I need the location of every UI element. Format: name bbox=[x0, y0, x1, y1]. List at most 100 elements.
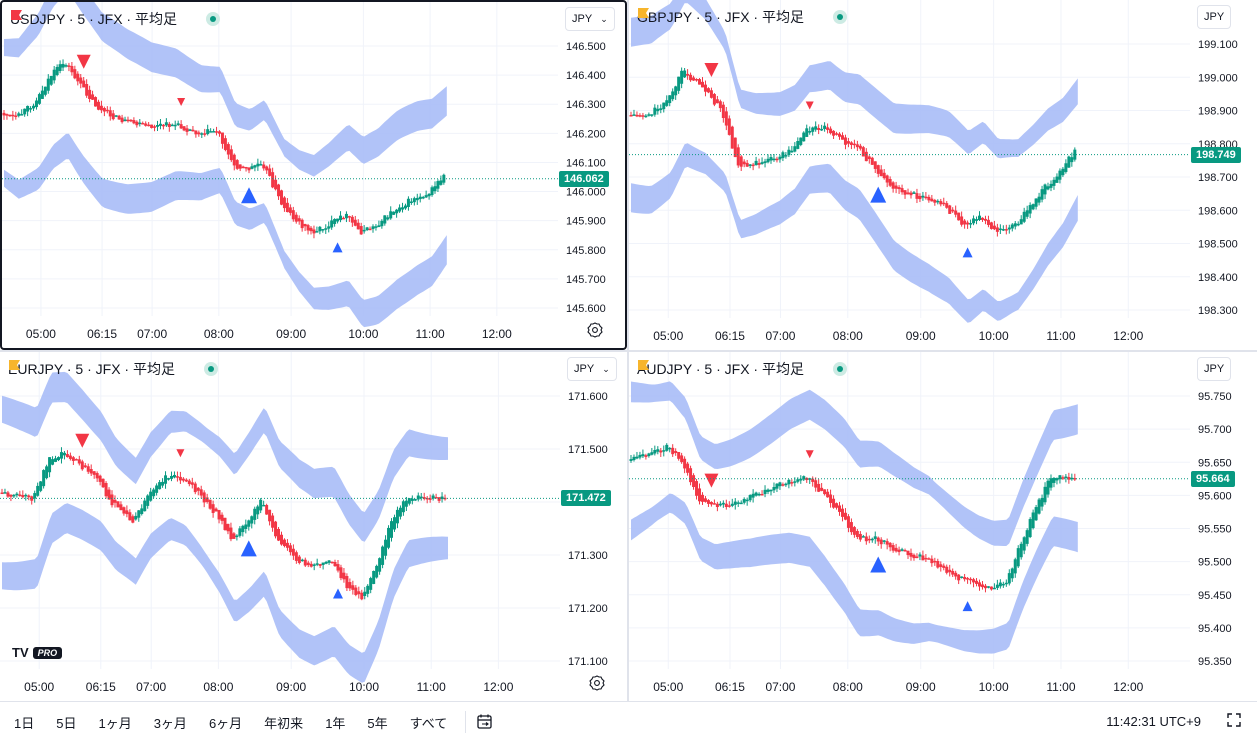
flag-icon[interactable] bbox=[9, 360, 196, 375]
candle-body bbox=[135, 121, 139, 126]
chart-canvas[interactable]: 171.600171.500171.400171.300171.200171.1… bbox=[0, 352, 627, 701]
range-3m[interactable]: 3ヶ月 bbox=[153, 715, 187, 731]
symbol-title[interactable]: USDJPY · 5 · JFX · 平均足 bbox=[10, 9, 220, 29]
candle-body bbox=[215, 131, 219, 133]
currency-unit-button[interactable]: JPY bbox=[1197, 357, 1232, 381]
symbol-title[interactable]: EURJPY · 5 · JFX · 平均足 bbox=[8, 359, 218, 379]
candle-body bbox=[954, 210, 958, 215]
y-tick-label: 145.600 bbox=[566, 303, 606, 315]
currency-unit-button[interactable]: JPY ⌄ bbox=[565, 7, 615, 31]
candle-body bbox=[401, 207, 405, 210]
candle-body bbox=[674, 86, 678, 96]
candles bbox=[629, 67, 1077, 237]
candle-body bbox=[730, 503, 734, 506]
candle-body bbox=[92, 471, 96, 475]
range-all[interactable]: すべて bbox=[409, 715, 448, 731]
range-1d[interactable]: 1日 bbox=[14, 715, 35, 731]
candle-body bbox=[132, 120, 136, 124]
lower-band bbox=[4, 133, 447, 328]
candle-body bbox=[104, 483, 108, 497]
x-tick-label: 11:00 bbox=[416, 327, 445, 341]
candle-body bbox=[203, 133, 207, 135]
expand-icon[interactable] bbox=[1227, 713, 1241, 730]
y-tick-label: 146.000 bbox=[566, 187, 606, 199]
symbol-title[interactable]: GBPJPY · 5 · JFX · 平均足 bbox=[637, 7, 847, 27]
candle-body bbox=[285, 202, 289, 213]
candle-body bbox=[384, 539, 388, 556]
y-tick-label: 95.750 bbox=[1198, 391, 1232, 403]
candle-body bbox=[116, 501, 120, 508]
candle-body bbox=[712, 94, 716, 105]
range-1y[interactable]: 1年 bbox=[325, 715, 346, 731]
pane-divider-horizontal[interactable] bbox=[0, 350, 1257, 352]
candle-body bbox=[422, 497, 426, 499]
chart-pane-gbpjpy[interactable]: 199.100 199.000 198.900 198.800 198.700 198.6… bbox=[629, 0, 1257, 350]
symbol-title-text: USDJPY · 5 · JFX · 平均足 bbox=[10, 11, 177, 27]
market-status-icon[interactable] bbox=[205, 12, 220, 26]
chart-settings-icon[interactable] bbox=[589, 675, 605, 691]
candle-body bbox=[253, 508, 257, 520]
candle-body bbox=[77, 459, 81, 464]
clock-readout[interactable]: 11:42:31 UTC+9 bbox=[1106, 714, 1201, 729]
candle-body bbox=[436, 181, 440, 189]
candle-body bbox=[915, 556, 919, 558]
candle-body bbox=[58, 64, 62, 71]
candle-body bbox=[662, 450, 666, 452]
candle-body bbox=[835, 133, 839, 135]
range-ytd[interactable]: 年初来 bbox=[264, 715, 304, 731]
candle-body bbox=[26, 105, 30, 112]
candle-body bbox=[945, 203, 949, 208]
chart-canvas[interactable]: 146.500146.400146.300146.200146.100146.0… bbox=[2, 2, 625, 348]
range-5y[interactable]: 5年 bbox=[367, 715, 388, 731]
calendar-range-icon[interactable] bbox=[476, 713, 494, 731]
candle-body bbox=[769, 157, 773, 161]
chart-canvas[interactable]: 95.750 95.700 95.650 95.600 95.550 95.500 95.4… bbox=[629, 352, 1257, 701]
market-status-icon[interactable] bbox=[832, 362, 847, 376]
flag-icon[interactable] bbox=[638, 8, 825, 23]
chart-settings-icon[interactable] bbox=[587, 322, 603, 338]
candle-body bbox=[1073, 478, 1077, 480]
y-tick-label: 171.600 bbox=[568, 391, 608, 403]
currency-unit-button[interactable]: JPY ⌄ bbox=[567, 357, 617, 381]
candle-body bbox=[1064, 163, 1068, 172]
candle-body bbox=[942, 202, 946, 205]
candle-body bbox=[715, 503, 719, 508]
candle-body bbox=[629, 459, 633, 461]
candle-body bbox=[757, 163, 761, 165]
candle-body bbox=[632, 456, 636, 461]
candle-body bbox=[282, 539, 286, 547]
y-tick-label: 95.500 bbox=[1198, 557, 1232, 569]
flag-icon[interactable] bbox=[11, 10, 198, 25]
candle-body bbox=[668, 447, 672, 450]
candle-body bbox=[170, 124, 174, 127]
chart-pane-audjpy[interactable]: 95.750 95.700 95.650 95.600 95.550 95.500 95.4… bbox=[629, 352, 1257, 701]
market-status-icon[interactable] bbox=[833, 10, 847, 24]
range-6m[interactable]: 6ヶ月 bbox=[208, 715, 243, 731]
candle-body bbox=[960, 216, 964, 225]
candle-body bbox=[876, 537, 880, 542]
candle-body bbox=[838, 505, 842, 512]
candle-body bbox=[933, 560, 937, 563]
chart-pane-eurjpy[interactable]: 171.600171.500171.400171.300171.200171.1… bbox=[0, 352, 627, 701]
candle-body bbox=[733, 501, 737, 505]
candle-body bbox=[712, 503, 716, 505]
chart-pane-usdjpy[interactable]: 146.500 146.400 146.300 146.200 146.100 146.0… bbox=[0, 0, 627, 350]
market-status-icon[interactable] bbox=[203, 362, 218, 376]
chart-canvas[interactable]: 199.100199.000198.900198.800198.700198.6… bbox=[629, 0, 1257, 350]
symbol-title[interactable]: AUDJPY · 5 · JFX · 平均足 bbox=[637, 359, 847, 379]
candle-body bbox=[1016, 223, 1020, 226]
lower-band bbox=[2, 503, 448, 683]
range-1m[interactable]: 1ヶ月 bbox=[98, 715, 132, 731]
candle-body bbox=[1052, 179, 1056, 186]
x-tick-label: 12:00 bbox=[482, 327, 512, 341]
candle-body bbox=[374, 226, 378, 228]
x-tick-label: 08:00 bbox=[833, 680, 863, 694]
currency-unit-button[interactable]: JPY bbox=[1197, 5, 1232, 29]
flag-icon[interactable] bbox=[638, 360, 825, 375]
candle-body bbox=[799, 137, 803, 145]
range-5d[interactable]: 5日 bbox=[56, 715, 77, 731]
candle-body bbox=[954, 572, 958, 577]
currency-unit-label: JPY bbox=[574, 363, 595, 375]
candle-body bbox=[372, 570, 376, 584]
candle-body bbox=[61, 63, 65, 68]
